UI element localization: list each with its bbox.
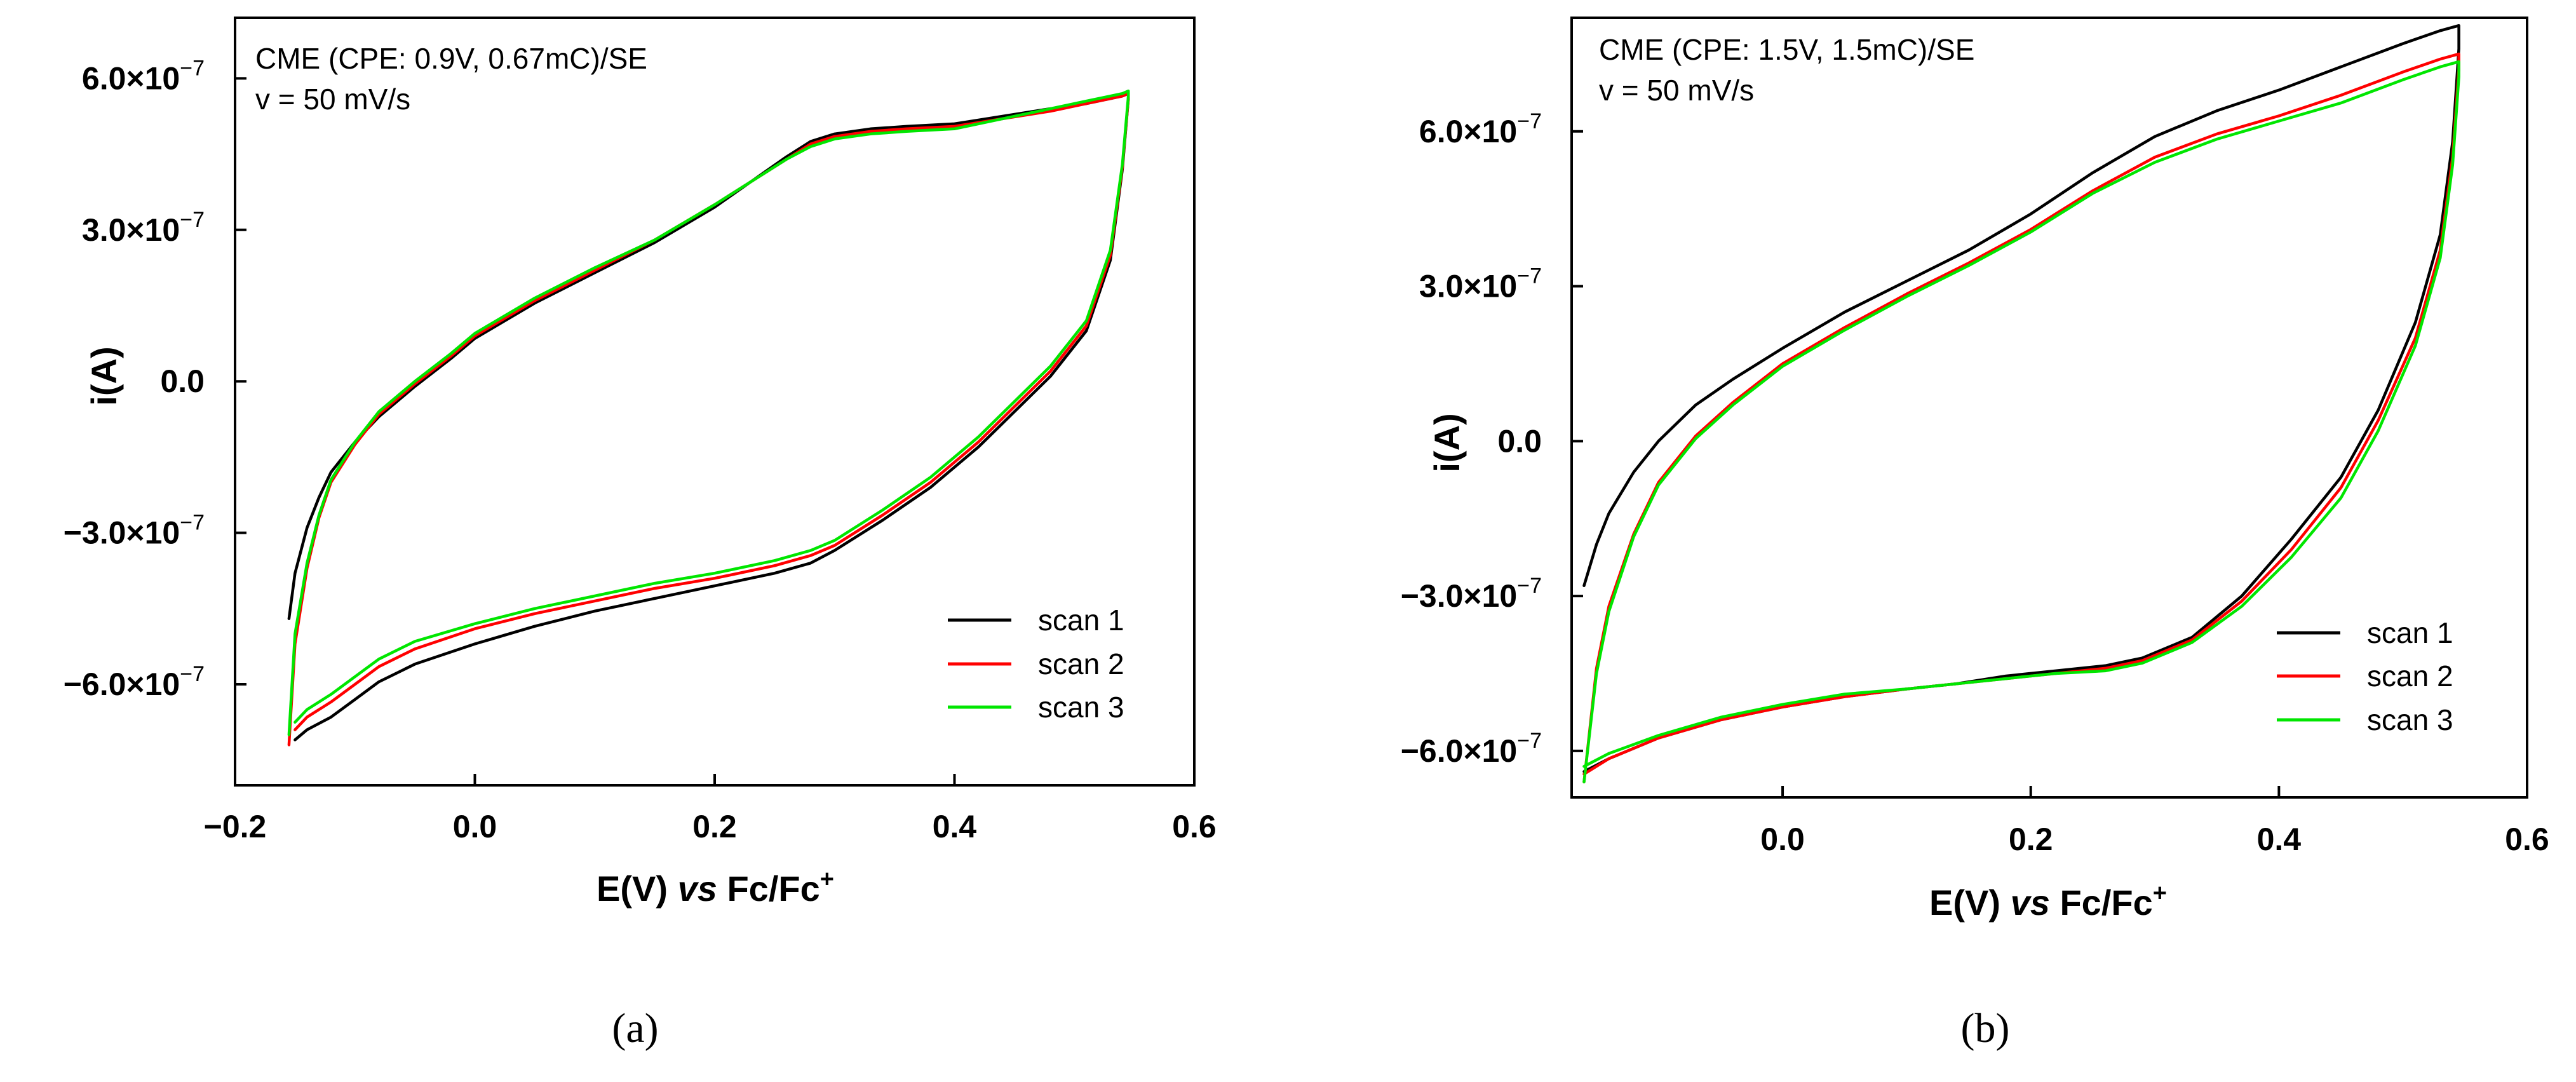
panel-a-label: (a) <box>612 1005 658 1052</box>
panel-a-xlabel: E(V) vs Fc/Fc+ <box>597 866 834 909</box>
panel-b-series-scan-3 <box>1582 60 2460 783</box>
panel-b-y-ticks: 6.0×10−7 3.0×10−7 0.0 −3.0×10−7 −6.0×10−7 <box>1401 109 1583 769</box>
panel-a-legend-label-scan-3: scan 3 <box>1038 691 1124 724</box>
panel-b-y-tick-label: −3.0×10−7 <box>1401 574 1542 614</box>
panel-a-y-tick-label: 3.0×10−7 <box>82 208 205 248</box>
panel-a-x-tick-label: 0.2 <box>692 809 737 844</box>
panel-b-annotation-title: CME (CPE: 1.5V, 1.5mC)/SE <box>1599 33 1974 66</box>
panel-b-legend-label-scan-3: scan 3 <box>2367 703 2453 736</box>
panel-b-x-tick-label: 0.6 <box>2505 822 2549 857</box>
panel-a-y-ticks: 6.0×10−7 3.0×10−7 0.0 −3.0×10−7 −6.0×10−7 <box>64 56 246 702</box>
panel-b-legend-label-scan-1: scan 1 <box>2367 616 2453 649</box>
panel-b-y-tick-label: 3.0×10−7 <box>1419 264 1542 304</box>
panel-b-xlabel: E(V) vs Fc/Fc+ <box>1929 880 2167 923</box>
panel-a-x-tick-label: −0.2 <box>204 809 267 844</box>
panel-a-annotation-rate: v = 50 mV/s <box>255 83 410 116</box>
panel-a-chart: i(A) 6.0×10−7 3.0×10−7 0.0 −3.0×10−7 −6.0×10… <box>64 17 1217 1052</box>
panel-a-legend-label-scan-1: scan 1 <box>1038 604 1124 637</box>
panel-b-curves <box>1582 24 2460 783</box>
panel-a-y-tick-label: 6.0×10−7 <box>82 56 205 96</box>
panel-a-ylabel: i(A) <box>84 346 124 405</box>
panel-a-annotation-title: CME (CPE: 0.9V, 0.67mC)/SE <box>255 42 647 75</box>
panel-b-ylabel: i(A) <box>1427 413 1467 472</box>
panel-a-y-tick-label: −3.0×10−7 <box>64 511 205 551</box>
panel-a-plot-frame <box>234 17 1196 787</box>
panel-a-y-tick-label: 0.0 <box>160 363 205 399</box>
panel-b-y-tick-label: 0.0 <box>1497 423 1542 459</box>
panel-b-x-tick-label: 0.0 <box>1760 822 1805 857</box>
panel-b-annotation-rate: v = 50 mV/s <box>1599 74 1754 107</box>
panel-b-plot-frame <box>1570 17 2528 799</box>
panel-a-x-tick-label: 0.4 <box>933 809 977 844</box>
panel-b-legend-label-scan-2: scan 2 <box>2367 659 2453 693</box>
panel-a-x-ticks: −0.2 0.0 0.2 0.4 0.6 <box>204 774 1217 844</box>
panel-b-legend: scan 1 scan 2 scan 3 <box>2277 616 2453 736</box>
panel-a-y-tick-label: −6.0×10−7 <box>64 662 205 702</box>
panel-b-x-tick-label: 0.2 <box>2009 822 2053 857</box>
panel-b-x-ticks: 0.0 0.2 0.4 0.6 <box>1760 786 2549 857</box>
panel-a-x-tick-label: 0.0 <box>453 809 497 844</box>
panel-a-curves <box>287 89 1130 747</box>
panel-a-legend: scan 1 scan 2 scan 3 <box>948 604 1124 724</box>
panel-b-label: (b) <box>1961 1005 2010 1052</box>
panel-b-x-tick-label: 0.4 <box>2257 822 2302 857</box>
panel-b-chart: i(A) 6.0×10−7 3.0×10−7 0.0 −3.0×10−7 −6.0×10… <box>1401 17 2549 1052</box>
panel-a-series-scan-3 <box>287 89 1130 736</box>
panel-a-x-tick-label: 0.6 <box>1172 809 1217 844</box>
panel-a-series-scan-2 <box>287 91 1130 747</box>
panel-b-y-tick-label: −6.0×10−7 <box>1401 729 1542 769</box>
panel-b-y-tick-label: 6.0×10−7 <box>1419 109 1542 149</box>
panel-a-legend-label-scan-2: scan 2 <box>1038 647 1124 680</box>
